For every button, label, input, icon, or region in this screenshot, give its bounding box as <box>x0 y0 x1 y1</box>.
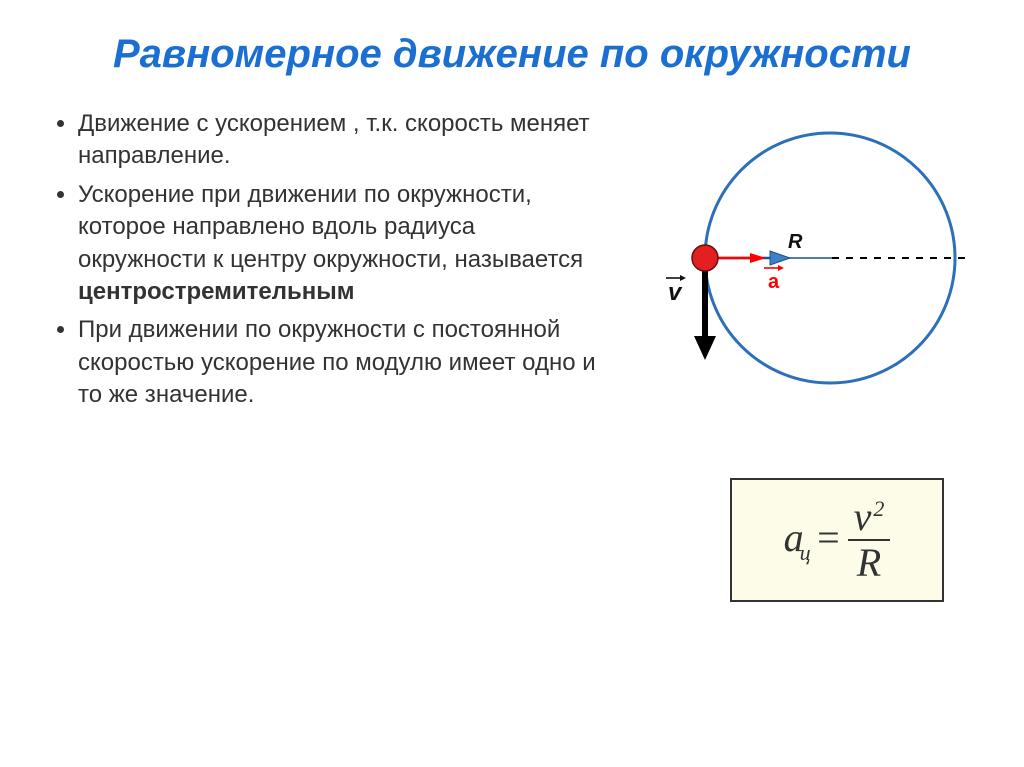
bullet-item: Движение с ускорением , т.к. скорость ме… <box>78 108 610 173</box>
svg-text:a: a <box>768 271 780 293</box>
right-column: R a v <box>610 108 984 668</box>
formula-box: aц= v2 R <box>730 478 944 602</box>
slide: Равномерное движение по окружности Движе… <box>0 0 1024 767</box>
formula-v: v <box>854 494 872 539</box>
accel-arrowhead-icon <box>750 253 766 263</box>
velocity-label: v <box>666 275 686 306</box>
moving-point <box>692 245 718 271</box>
content-row: Движение с ускорением , т.к. скорость ме… <box>40 108 984 668</box>
centripetal-formula: aц= v2 R <box>784 497 891 583</box>
formula-sup: 2 <box>873 496 884 521</box>
bullet-ul: Движение с ускорением , т.к. скорость ме… <box>50 108 610 412</box>
formula-denominator: R <box>851 541 887 583</box>
bullet-item: При движении по окружности с постоянной … <box>78 314 610 411</box>
radius-arrowhead-icon <box>770 251 790 265</box>
formula-eq: = <box>815 515 842 560</box>
formula-fraction: v2 R <box>848 497 891 583</box>
bullet-item: Ускорение при движении по окружности, ко… <box>78 179 610 309</box>
formula-numerator: v2 <box>848 497 891 541</box>
formula-sub: ц <box>800 540 811 565</box>
bullet-list: Движение с ускорением , т.к. скорость ме… <box>40 108 610 418</box>
formula-lhs: aц= <box>784 514 842 566</box>
circular-motion-diagram: R a v <box>620 108 980 408</box>
velocity-arrowhead-icon <box>694 336 716 360</box>
slide-title: Равномерное движение по окружности <box>100 30 924 78</box>
accel-label: a <box>764 265 784 293</box>
svg-text:v: v <box>668 279 683 306</box>
radius-label: R <box>788 231 803 253</box>
